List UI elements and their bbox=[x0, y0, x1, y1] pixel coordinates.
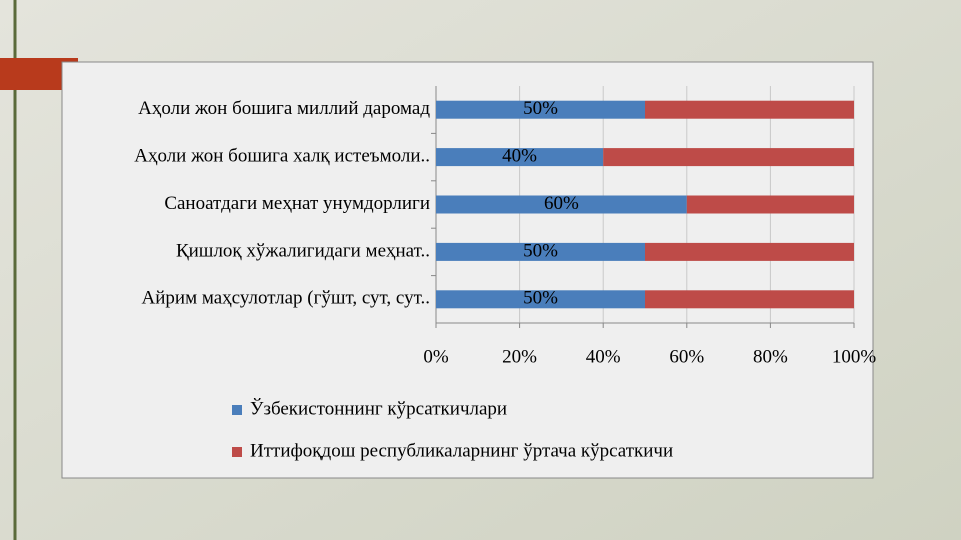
data-label: 50% bbox=[523, 240, 558, 261]
x-tick-label: 60% bbox=[669, 346, 704, 367]
legend-label: Иттифоқдош республикаларнинг ўртача кўрс… bbox=[250, 440, 673, 461]
legend-swatch bbox=[232, 447, 242, 457]
x-tick-label: 0% bbox=[423, 346, 449, 367]
x-tick-label: 80% bbox=[753, 346, 788, 367]
bar bbox=[645, 100, 854, 119]
bar bbox=[436, 290, 645, 309]
bar bbox=[436, 195, 687, 214]
bar bbox=[645, 242, 854, 261]
x-tick-label: 100% bbox=[832, 346, 877, 367]
legend-swatch bbox=[232, 405, 242, 415]
x-tick-label: 40% bbox=[586, 346, 621, 367]
y-tick-label: Аҳоли жон бошига халқ истеъмоли.. bbox=[134, 145, 430, 166]
bar bbox=[436, 242, 645, 261]
data-label: 40% bbox=[502, 145, 537, 166]
bar bbox=[436, 100, 645, 119]
legend-label: Ўзбекистоннинг кўрсаткичлари bbox=[250, 397, 507, 419]
bar bbox=[686, 195, 854, 214]
data-label: 50% bbox=[523, 98, 558, 119]
bar bbox=[645, 290, 854, 309]
data-label: 60% bbox=[544, 193, 579, 214]
data-label: 50% bbox=[523, 288, 558, 309]
y-tick-label: Айрим маҳсулотлар (гўшт, сут, сут.. bbox=[142, 288, 430, 309]
bar bbox=[436, 148, 604, 167]
chart-frame bbox=[61, 61, 874, 479]
y-tick-label: Саноатдаги меҳнат унумдорлиги bbox=[164, 193, 430, 214]
y-tick-label: Аҳоли жон бошига миллий даромад bbox=[138, 98, 430, 119]
bar bbox=[603, 148, 854, 167]
y-tick-label: Қишлоқ хўжалигидаги меҳнат.. bbox=[176, 240, 430, 261]
x-tick-label: 20% bbox=[502, 346, 537, 367]
